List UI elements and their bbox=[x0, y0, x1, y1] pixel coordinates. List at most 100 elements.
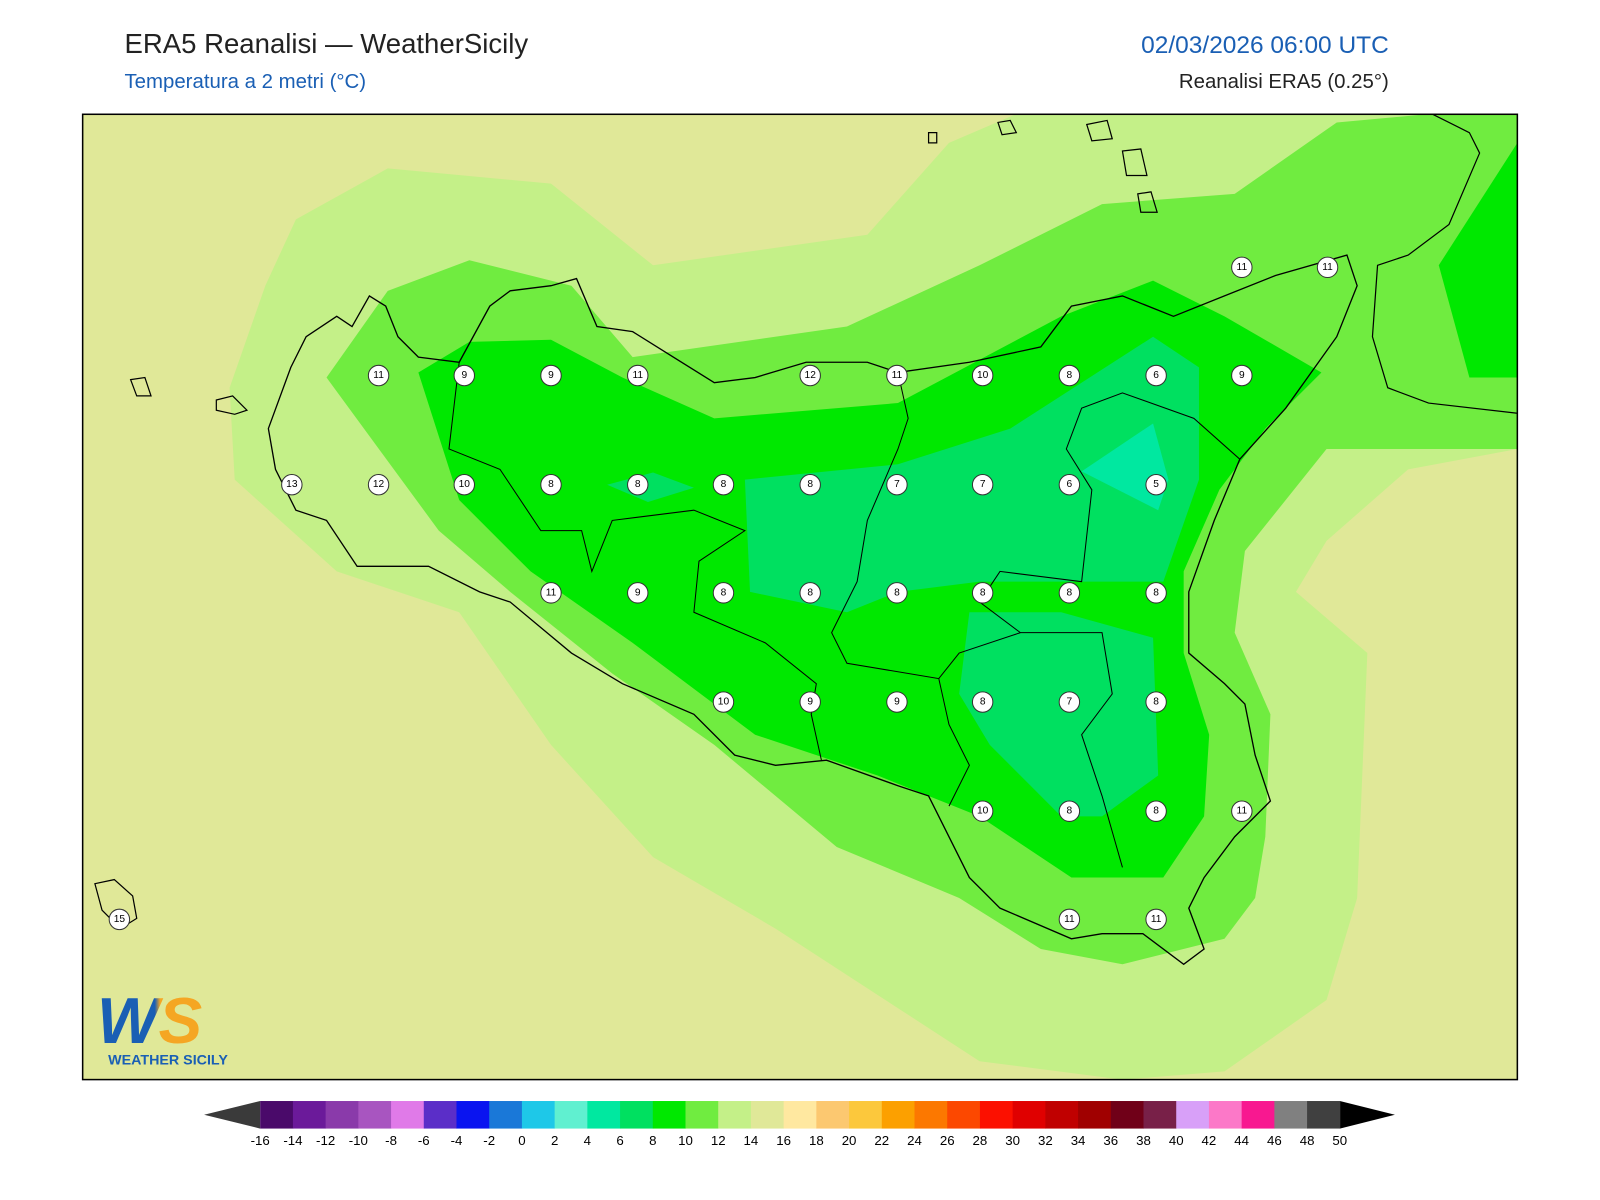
station-value: 11 bbox=[892, 370, 903, 381]
band-8-10 bbox=[1438, 142, 1518, 378]
colorbar-under bbox=[204, 1101, 261, 1129]
colorbar-tick-label: 50 bbox=[1332, 1133, 1347, 1148]
colorbar-swatch bbox=[1143, 1101, 1177, 1129]
colorbar-swatch bbox=[914, 1101, 948, 1129]
station-marker bbox=[453, 473, 475, 496]
colorbar-swatch bbox=[587, 1101, 621, 1129]
station-marker bbox=[108, 908, 131, 931]
station-marker bbox=[1231, 256, 1253, 279]
colorbar-tick-label: -16 bbox=[251, 1133, 270, 1148]
colorbar-tick-label: -8 bbox=[385, 1133, 397, 1148]
station-marker bbox=[1145, 582, 1167, 604]
colorbar-tick-label: -14 bbox=[283, 1133, 302, 1148]
colorbar-swatch bbox=[1274, 1101, 1308, 1129]
colorbar-tick-label: 30 bbox=[1005, 1133, 1020, 1148]
colorbar-tick-label: -2 bbox=[483, 1133, 495, 1148]
colorbar-swatch bbox=[947, 1101, 981, 1129]
station-marker bbox=[1058, 908, 1081, 931]
station-marker bbox=[281, 473, 303, 496]
station-marker bbox=[1145, 800, 1167, 822]
station-marker bbox=[712, 582, 735, 604]
station-marker bbox=[540, 473, 562, 496]
station-marker bbox=[1058, 364, 1081, 387]
station-marker bbox=[799, 473, 821, 496]
station-marker bbox=[627, 582, 649, 604]
station-marker bbox=[540, 364, 562, 387]
colorbar-swatch bbox=[620, 1101, 654, 1129]
station-marker bbox=[1058, 582, 1081, 604]
station-value: 8 bbox=[807, 479, 813, 490]
station-marker bbox=[799, 582, 821, 604]
colorbar-tick-label: 12 bbox=[711, 1133, 726, 1148]
station-value: 10 bbox=[459, 479, 471, 490]
colorbar-tick-label: 0 bbox=[518, 1133, 525, 1148]
colorbar-swatch bbox=[456, 1101, 490, 1129]
station-marker bbox=[712, 691, 735, 713]
colorbar-tick-label: 14 bbox=[744, 1133, 759, 1148]
station-marker bbox=[971, 691, 994, 713]
title: ERA5 Reanalisi — WeatherSicily bbox=[124, 28, 528, 59]
station-value: 11 bbox=[373, 370, 384, 381]
station-value: 9 bbox=[635, 587, 641, 598]
colorbar-swatch bbox=[881, 1101, 916, 1129]
station-marker bbox=[367, 364, 390, 387]
colorbar-swatch bbox=[652, 1101, 687, 1129]
colorbar-swatch bbox=[1045, 1101, 1079, 1129]
station-marker bbox=[971, 582, 994, 604]
logo-name: WEATHER SICILY bbox=[108, 1052, 228, 1068]
station-value: 8 bbox=[1067, 370, 1073, 381]
station-marker bbox=[1058, 800, 1081, 822]
colorbar-swatch bbox=[718, 1101, 752, 1129]
station-marker bbox=[1058, 691, 1081, 713]
station-marker bbox=[799, 691, 821, 713]
station-marker bbox=[971, 473, 994, 496]
station-value: 7 bbox=[894, 479, 900, 490]
datetime: 02/03/2026 06:00 UTC bbox=[1141, 32, 1389, 59]
province-border bbox=[448, 362, 1241, 868]
logo-mark: WS bbox=[97, 984, 202, 1057]
station-marker bbox=[627, 364, 649, 387]
station-value: 11 bbox=[1151, 914, 1162, 925]
colorbar-tick-label: 34 bbox=[1071, 1133, 1086, 1148]
colorbar-tick-label: 42 bbox=[1202, 1133, 1217, 1148]
station-value: 11 bbox=[1322, 262, 1333, 273]
colorbar-swatch bbox=[816, 1101, 850, 1129]
calabria-coast bbox=[1371, 114, 1518, 414]
station-value: 8 bbox=[1067, 806, 1073, 817]
station-value: 8 bbox=[1153, 697, 1159, 708]
colorbar-swatch bbox=[1110, 1101, 1145, 1129]
station-marker bbox=[1145, 473, 1167, 496]
station-marker bbox=[1145, 691, 1167, 713]
colorbar-tick-label: 36 bbox=[1103, 1133, 1118, 1148]
colorbar-swatch bbox=[292, 1101, 327, 1129]
colorbar-swatch bbox=[423, 1101, 458, 1129]
colorbar-over bbox=[1339, 1101, 1395, 1129]
station-value: 8 bbox=[721, 587, 727, 598]
colorbar-tick-label: 40 bbox=[1169, 1133, 1184, 1148]
station-value: 8 bbox=[1067, 587, 1073, 598]
colorbar-swatch bbox=[1176, 1101, 1210, 1129]
subtitle: Temperatura a 2 metri (°C) bbox=[124, 71, 366, 93]
colorbar-swatch bbox=[358, 1101, 392, 1129]
colorbar-tick-label: 48 bbox=[1300, 1133, 1315, 1148]
station-value: 5 bbox=[1153, 479, 1159, 490]
station-value: 9 bbox=[548, 370, 554, 381]
colorbar-swatch bbox=[849, 1101, 883, 1129]
colorbar-tick-label: 6 bbox=[616, 1133, 623, 1148]
colorbar-swatch bbox=[750, 1101, 785, 1129]
colorbar-swatch bbox=[521, 1101, 556, 1129]
colorbar-swatch bbox=[1208, 1101, 1243, 1129]
colorbar: -16 -14 -12 -10 -8 -6 -4 -2 0 2 4 6 8 10 12 14 16 18 20 22 2… bbox=[204, 1101, 1395, 1148]
colorbar-tick-label: 24 bbox=[907, 1133, 922, 1148]
colorbar-tick-label: 44 bbox=[1234, 1133, 1249, 1148]
map: 11 11 11 9 9 11 12 11 10 8 6 9 13 12 10 8 8 8 8 7 7 6 5 11 9 8 8 8 8… bbox=[82, 114, 1518, 1080]
colorbar-tick-label: -10 bbox=[349, 1133, 368, 1148]
station-value: 12 bbox=[373, 479, 385, 490]
islands bbox=[94, 119, 1158, 930]
station-value: 8 bbox=[1153, 587, 1159, 598]
station-value: 11 bbox=[1237, 806, 1248, 817]
band-6-8 bbox=[959, 612, 1159, 817]
colorbar-tick-label: 8 bbox=[649, 1133, 656, 1148]
station-marker bbox=[886, 364, 908, 387]
